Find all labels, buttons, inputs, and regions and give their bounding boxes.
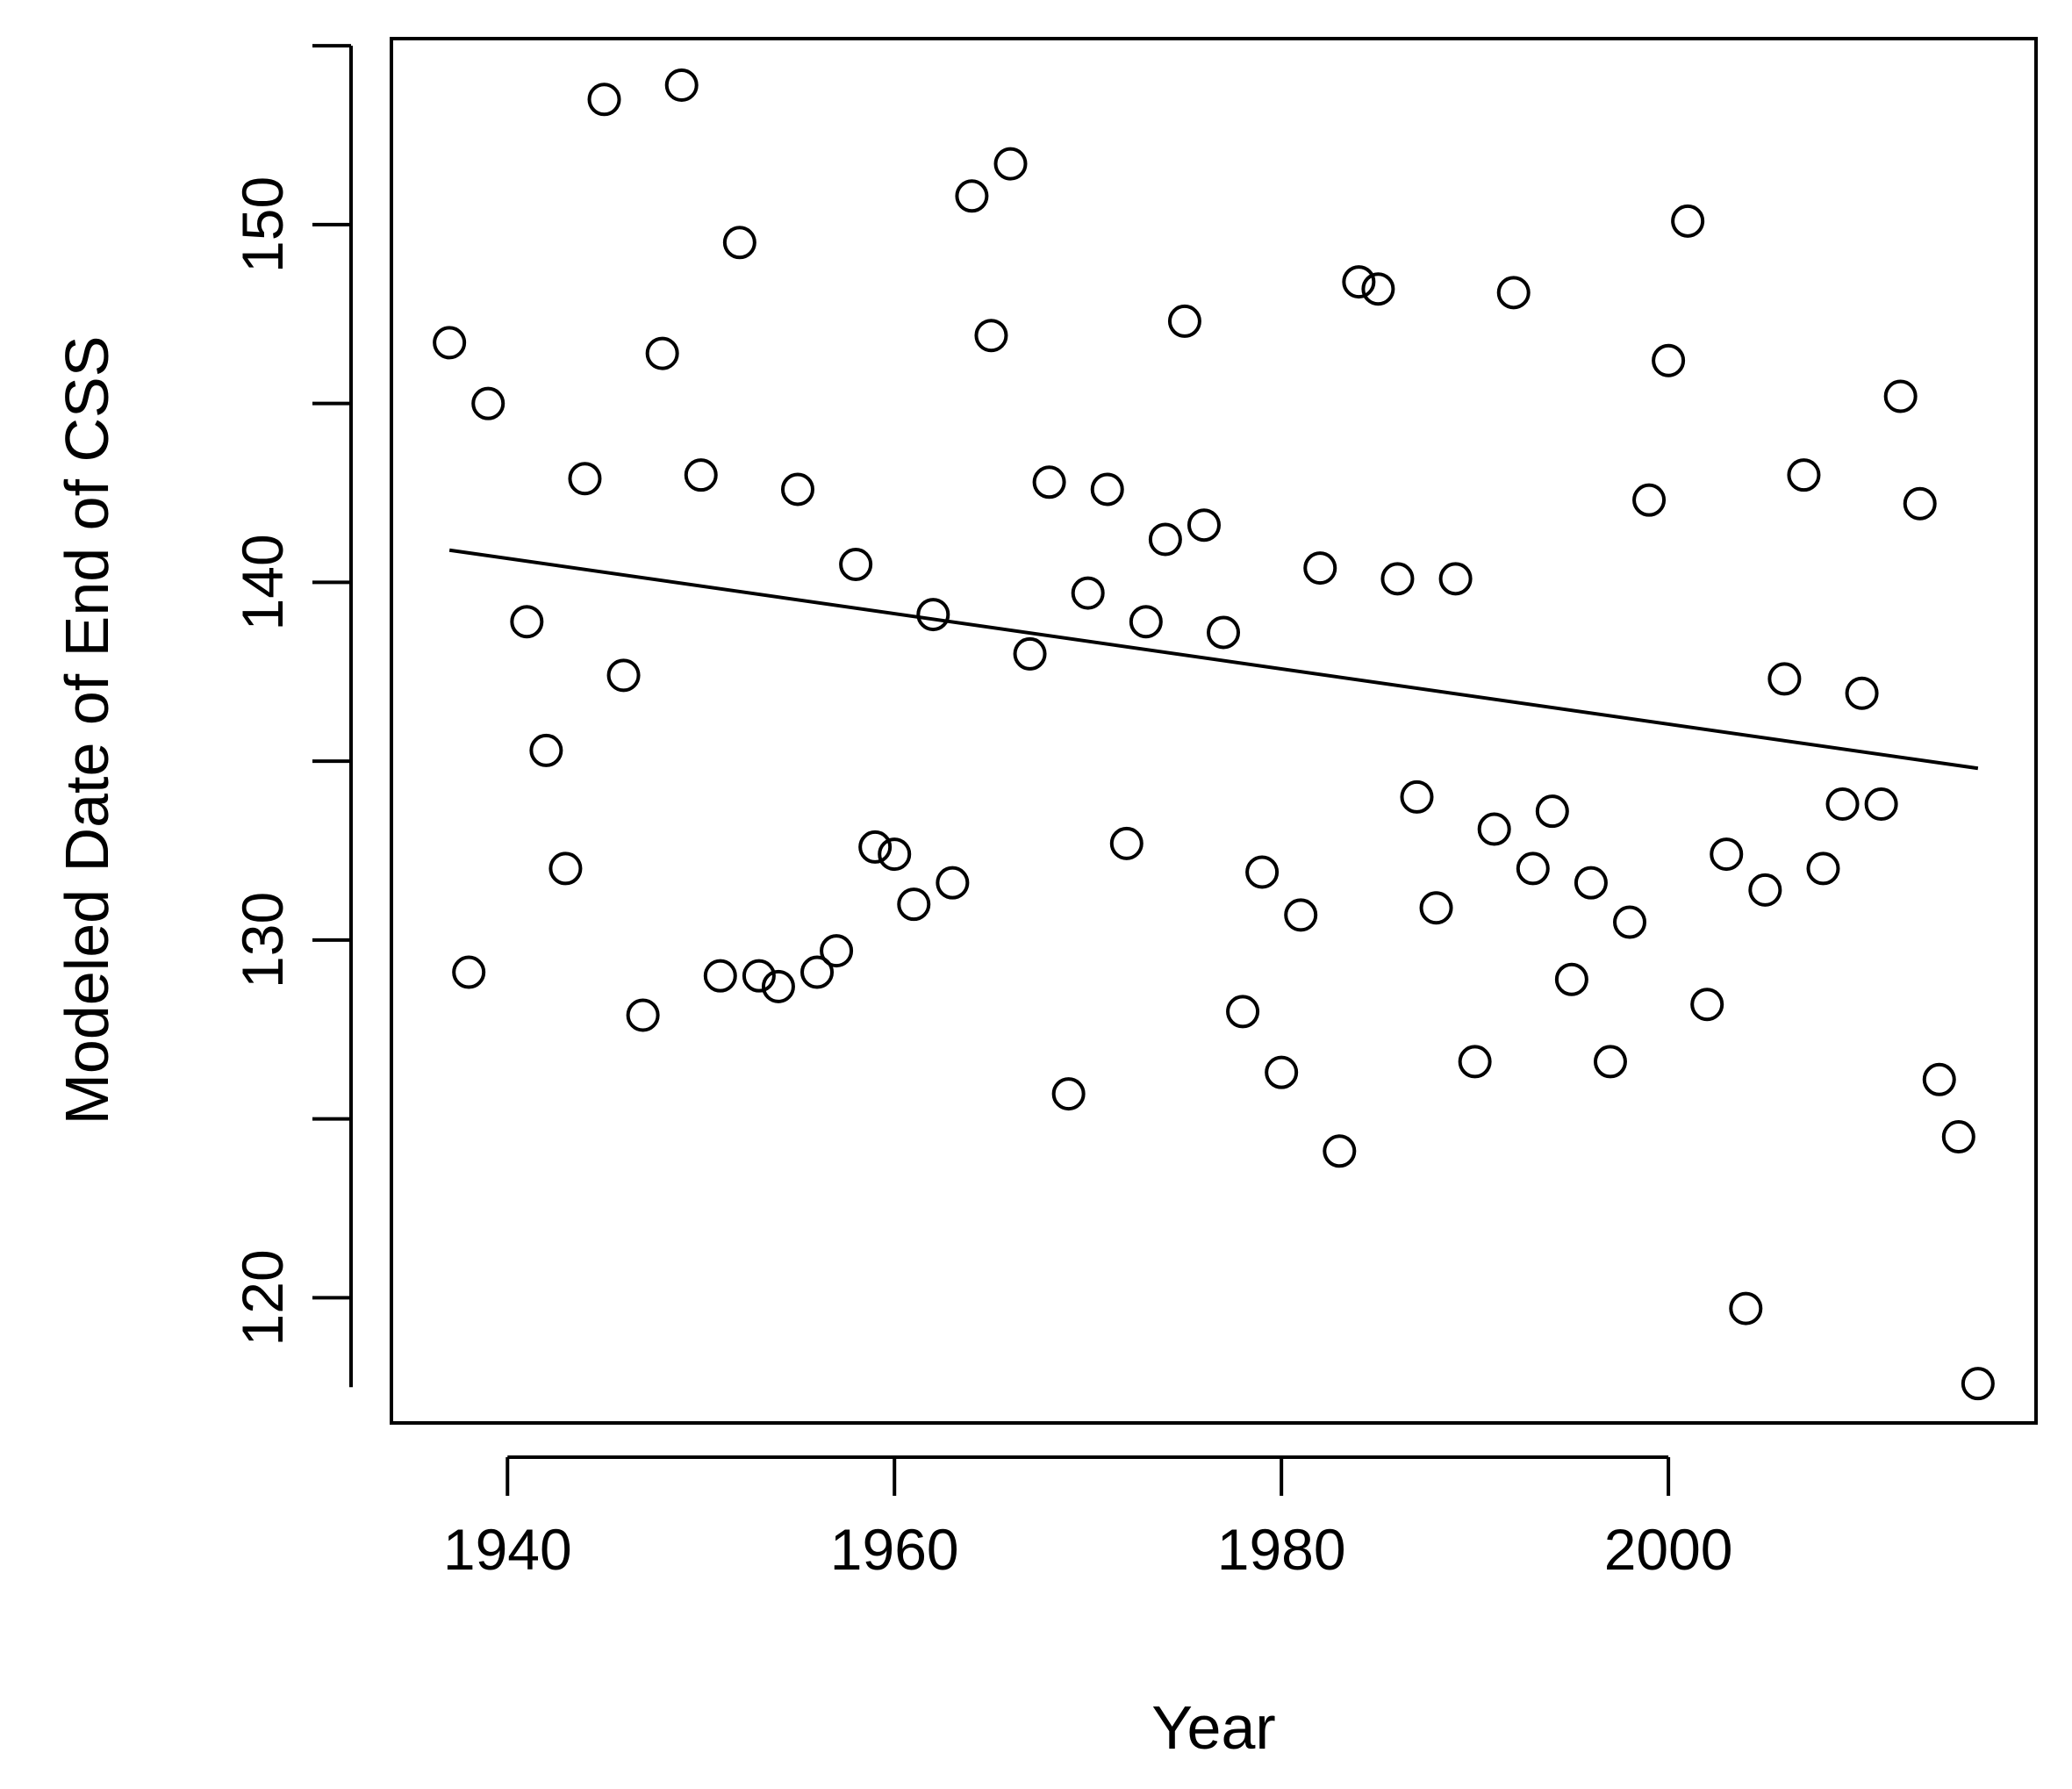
- data-point: [1961, 1367, 1995, 1401]
- x-tick-label: 2000: [1604, 1517, 1733, 1582]
- data-point: [1419, 891, 1453, 925]
- x-tick-label: 1960: [830, 1517, 959, 1582]
- data-point: [1690, 988, 1724, 1022]
- data-point: [1380, 562, 1415, 596]
- plot-frame: [390, 37, 2038, 1425]
- data-point: [1554, 962, 1588, 996]
- data-point: [433, 326, 467, 360]
- data-point: [1284, 898, 1318, 932]
- data-point: [1825, 787, 1860, 822]
- data-point: [820, 934, 854, 968]
- data-point: [606, 658, 641, 693]
- data-point: [1652, 343, 1686, 377]
- data-point: [878, 837, 912, 872]
- data-point: [1438, 562, 1473, 596]
- data-point: [587, 83, 621, 117]
- data-point: [1535, 794, 1569, 829]
- x-axis: 1940 1960 1980 2000: [443, 1455, 1733, 1582]
- data-point: [1051, 1077, 1086, 1111]
- data-point: [1593, 1045, 1627, 1079]
- data-point: [510, 605, 544, 639]
- data-point: [1458, 1045, 1492, 1079]
- data-point: [684, 458, 718, 492]
- trend-line-group: [448, 548, 1979, 771]
- data-point: [839, 548, 873, 582]
- data-point: [1632, 483, 1667, 517]
- data-point: [1148, 522, 1182, 557]
- data-point: [800, 955, 835, 989]
- data-point: [722, 226, 756, 260]
- data-point: [1883, 379, 1918, 413]
- y-tick-label: 140: [230, 534, 295, 630]
- data-point: [780, 472, 814, 507]
- data-point: [568, 462, 602, 496]
- data-point: [1806, 851, 1840, 886]
- data-point: [742, 959, 776, 993]
- y-tick-label: 120: [230, 1249, 295, 1346]
- data-point: [1516, 851, 1550, 886]
- y-tick-label: 150: [230, 176, 295, 273]
- data-point: [1265, 1055, 1299, 1089]
- data-point: [993, 147, 1028, 181]
- data-points: [433, 68, 1995, 1401]
- data-point: [1941, 1120, 1975, 1154]
- data-point: [1245, 855, 1280, 889]
- data-point: [1671, 204, 1705, 238]
- data-point: [1787, 458, 1821, 492]
- data-point: [1342, 265, 1376, 299]
- data-point: [1361, 272, 1395, 306]
- data-point: [1710, 837, 1744, 872]
- data-point: [529, 733, 563, 767]
- data-point: [1845, 676, 1879, 710]
- x-tick-label: 1980: [1217, 1517, 1346, 1582]
- y-tick-label: 130: [230, 892, 295, 988]
- data-point: [452, 955, 486, 989]
- data-point: [1903, 486, 1937, 521]
- data-point: [1922, 1062, 1956, 1096]
- data-point: [916, 598, 950, 632]
- data-point: [703, 959, 737, 993]
- y-axis: 120 130 140 150: [230, 44, 353, 1388]
- data-point: [1767, 662, 1802, 696]
- data-point: [1207, 615, 1241, 650]
- data-point: [1090, 472, 1124, 507]
- data-point: [936, 866, 970, 900]
- data-point: [645, 336, 679, 370]
- data-point: [1748, 873, 1782, 907]
- data-point: [858, 830, 893, 864]
- data-point: [1226, 995, 1260, 1029]
- data-point: [1167, 304, 1201, 338]
- data-point: [1864, 787, 1898, 822]
- data-point: [1109, 826, 1144, 860]
- x-tick-label: 1940: [443, 1517, 572, 1582]
- x-axis-title: Year: [1151, 1693, 1275, 1762]
- y-axis-title: Modeled Date of End of CSS: [53, 336, 121, 1125]
- data-point: [664, 68, 699, 102]
- data-point: [1400, 780, 1434, 814]
- data-point: [1187, 508, 1221, 542]
- data-point: [955, 179, 989, 213]
- data-point: [1071, 576, 1105, 610]
- data-point: [548, 851, 583, 886]
- data-point: [1574, 866, 1608, 900]
- data-point: [471, 386, 505, 420]
- data-point: [1129, 605, 1163, 639]
- data-point: [626, 998, 660, 1032]
- data-point: [1013, 636, 1047, 671]
- data-point: [897, 887, 931, 922]
- data-point: [1729, 1291, 1763, 1326]
- data-point: [1303, 551, 1337, 586]
- data-point: [1613, 905, 1647, 939]
- data-point: [1323, 1134, 1357, 1168]
- data-point: [974, 319, 1008, 353]
- trend-line: [448, 548, 1979, 771]
- data-point: [1032, 465, 1066, 499]
- data-point: [761, 969, 795, 1003]
- data-point: [1496, 276, 1531, 310]
- data-point: [1477, 812, 1511, 846]
